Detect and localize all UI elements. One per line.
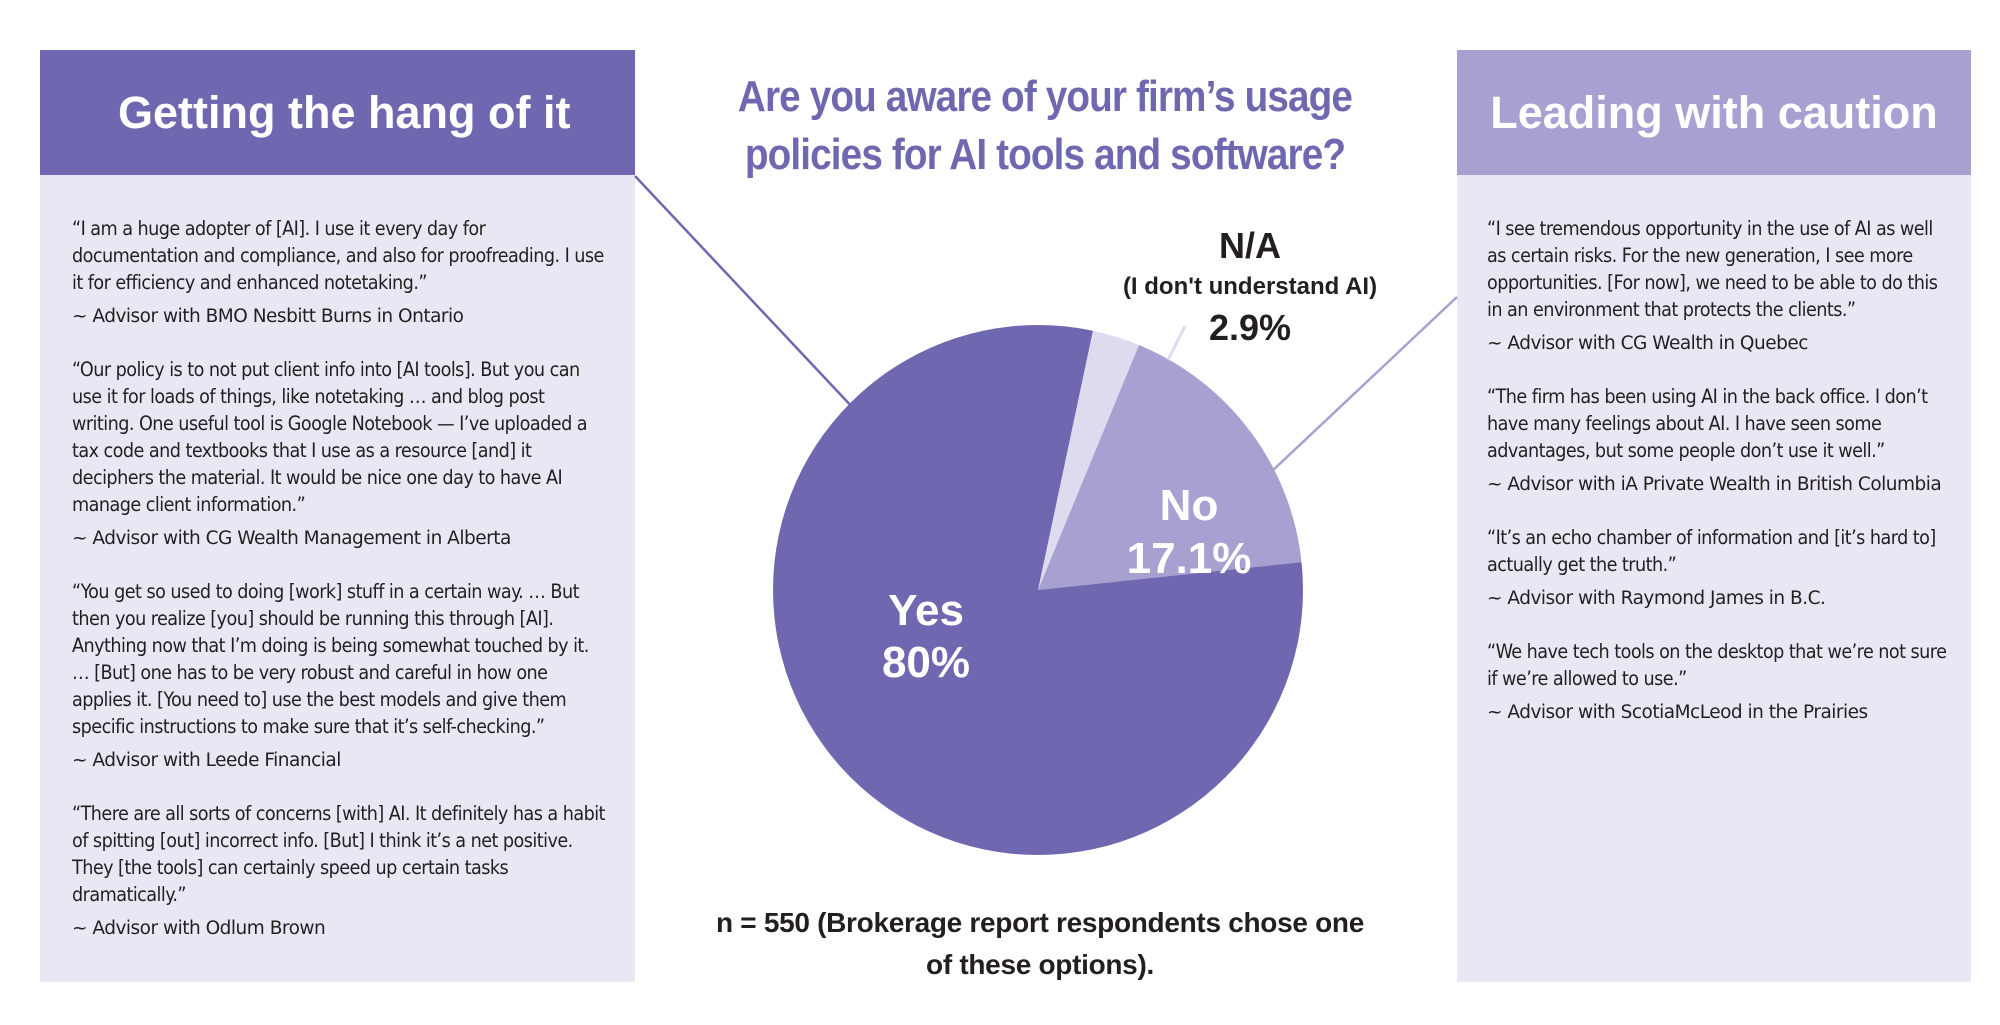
right-quote-list: “I see tremendous opportunity in the use… — [1457, 175, 1971, 725]
quote-text: “We have tech tools on the desktop that … — [1487, 640, 1947, 690]
pie-slice-na — [1038, 330, 1139, 590]
na-slice-label: N/A — [1219, 225, 1281, 266]
pie-slice-no — [1038, 344, 1302, 590]
quote-item: “It’s an echo chamber of information and… — [1487, 524, 1949, 611]
yes-slice-label: Yes — [888, 586, 964, 635]
na-slice-sublabel: (I don't understand AI) — [1123, 273, 1377, 300]
quote-item: “Our policy is to not put client info in… — [72, 356, 605, 551]
right-panel-heading: Leading with caution — [1457, 50, 1971, 175]
quote-attribution: ~ Advisor with Raymond James in B.C. — [1487, 588, 1826, 609]
no-slice-label: No — [1160, 481, 1219, 530]
quote-text: “I see tremendous opportunity in the use… — [1487, 217, 1938, 321]
quote-text: “There are all sorts of concerns [with] … — [72, 802, 605, 906]
quote-item: “We have tech tools on the desktop that … — [1487, 638, 1949, 725]
quote-text: “The firm has been using AI in the back … — [1487, 385, 1928, 462]
yes-slice-value: 80% — [882, 638, 970, 687]
left-quote-list: “I am a huge adopter of [AI]. I use it e… — [40, 175, 635, 941]
sample-size-note: n = 550 (Brokerage report respondents ch… — [716, 907, 1364, 980]
quote-attribution: ~ Advisor with CG Wealth in Quebec — [1487, 333, 1808, 354]
quote-attribution: ~ Advisor with iA Private Wealth in Brit… — [1487, 474, 1942, 495]
na-leader-line — [1166, 325, 1187, 361]
quote-text: “It’s an echo chamber of information and… — [1487, 526, 1936, 576]
quote-attribution: ~ Advisor with Leede Financial — [72, 750, 341, 771]
left-quote-panel: Getting the hang of it “I am a huge adop… — [40, 50, 635, 982]
quote-item: “I see tremendous opportunity in the use… — [1487, 215, 1949, 356]
pie-slice-yes — [773, 324, 1303, 855]
quote-text: “Our policy is to not put client info in… — [72, 358, 588, 516]
chart-title: Are you aware of your firm’s usage polic… — [737, 72, 1353, 179]
right-quote-panel: Leading with caution “I see tremendous o… — [1457, 50, 1971, 982]
quote-attribution: ~ Advisor with CG Wealth Management in A… — [72, 528, 511, 549]
left-panel-connector-line — [634, 175, 856, 411]
quote-attribution: ~ Advisor with BMO Nesbitt Burns in Onta… — [72, 306, 464, 327]
na-slice-value: 2.9% — [1209, 307, 1291, 348]
quote-attribution: ~ Advisor with Odlum Brown — [72, 918, 326, 939]
quote-attribution: ~ Advisor with ScotiaMcLeod in the Prair… — [1487, 702, 1868, 723]
left-panel-heading: Getting the hang of it — [40, 50, 635, 175]
quote-item: “You get so used to doing [work] stuff i… — [72, 578, 605, 773]
no-slice-value: 17.1% — [1127, 534, 1252, 583]
right-panel-connector-line — [1269, 296, 1458, 474]
quote-item: “There are all sorts of concerns [with] … — [72, 800, 605, 941]
quote-text: “You get so used to doing [work] stuff i… — [72, 580, 589, 738]
quote-item: “I am a huge adopter of [AI]. I use it e… — [72, 215, 605, 329]
quote-item: “The firm has been using AI in the back … — [1487, 383, 1949, 497]
quote-text: “I am a huge adopter of [AI]. I use it e… — [72, 217, 604, 294]
